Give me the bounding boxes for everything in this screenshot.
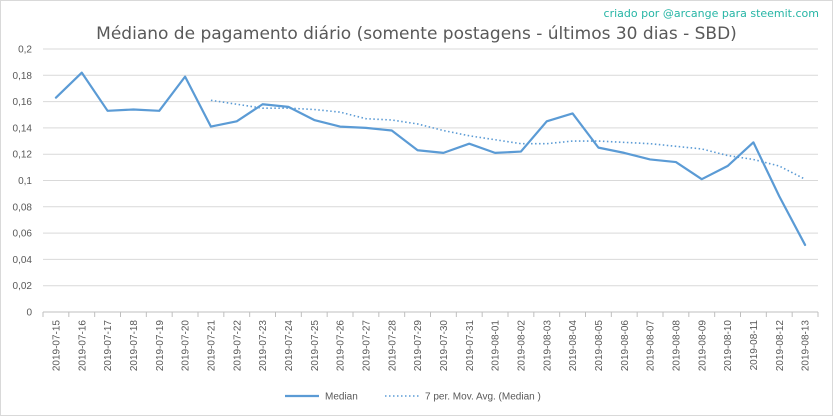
y-tick-label: 0,08 bbox=[13, 202, 33, 213]
legend-label: Median bbox=[325, 392, 358, 403]
x-axis-ticks: 2019-07-15 2019-07-16 2019-07-17 2019-07-18… bbox=[42, 312, 819, 372]
x-tick-label: 2019-07-27 bbox=[361, 320, 372, 372]
y-tick-label: 0,02 bbox=[13, 281, 33, 292]
legend-label: 7 per. Mov. Avg. (Median ) bbox=[425, 392, 541, 403]
y-tick-label: 0,1 bbox=[18, 176, 32, 187]
x-tick-label: 2019-07-30 bbox=[439, 320, 450, 372]
median-line bbox=[54, 71, 807, 247]
gridlines bbox=[43, 48, 818, 313]
x-tick-label: 2019-08-07 bbox=[646, 320, 657, 372]
credit-text: criado por @arcange para steemit.com bbox=[603, 7, 819, 20]
x-tick-label: 2019-08-13 bbox=[801, 320, 812, 372]
y-tick-label: 0,16 bbox=[13, 97, 33, 108]
x-tick-label: 2019-08-12 bbox=[775, 320, 786, 372]
x-tick-label: 2019-08-06 bbox=[620, 320, 631, 372]
x-tick-label: 2019-07-19 bbox=[155, 320, 166, 372]
x-tick-label: 2019-07-20 bbox=[181, 320, 192, 372]
x-tick-label: 2019-08-04 bbox=[568, 320, 579, 372]
x-tick-label: 2019-07-15 bbox=[51, 320, 62, 372]
x-tick-label: 2019-07-28 bbox=[387, 320, 398, 372]
x-tick-label: 2019-08-03 bbox=[542, 320, 553, 372]
moving-average-line bbox=[210, 99, 806, 180]
y-axis-ticks: 0 0,02 0,04 0,06 0,08 0,1 0,12 0,14 0,16 0,18 0,2 bbox=[13, 45, 33, 319]
x-tick-label: 2019-08-10 bbox=[723, 320, 734, 372]
x-tick-label: 2019-07-23 bbox=[258, 320, 269, 372]
x-tick-label: 2019-07-25 bbox=[310, 320, 321, 372]
x-tick-label: 2019-07-16 bbox=[77, 320, 88, 372]
series-lines bbox=[54, 71, 807, 247]
x-tick-label: 2019-07-17 bbox=[103, 320, 114, 372]
x-tick-label: 2019-08-08 bbox=[671, 320, 682, 372]
y-tick-label: 0,06 bbox=[13, 229, 33, 240]
x-tick-label: 2019-07-29 bbox=[413, 320, 424, 372]
x-tick-label: 2019-07-18 bbox=[129, 320, 140, 372]
y-tick-label: 0,18 bbox=[13, 71, 33, 82]
x-tick-label: 2019-07-21 bbox=[206, 320, 217, 372]
chart-title: Médiano de pagamento diário (somente pos… bbox=[96, 24, 737, 44]
x-tick-label: 2019-07-22 bbox=[232, 320, 243, 372]
x-tick-label: 2019-08-01 bbox=[491, 320, 502, 372]
legend: Median 7 per. Mov. Avg. (Median ) bbox=[285, 392, 541, 403]
x-tick-label: 2019-08-02 bbox=[516, 320, 527, 372]
y-tick-label: 0 bbox=[26, 308, 32, 319]
y-tick-label: 0,2 bbox=[18, 45, 32, 56]
x-tick-label: 2019-07-24 bbox=[284, 320, 295, 372]
y-tick-label: 0,12 bbox=[13, 150, 33, 161]
x-tick-label: 2019-08-09 bbox=[697, 320, 708, 372]
y-tick-label: 0,04 bbox=[13, 255, 33, 266]
x-tick-label: 2019-07-31 bbox=[465, 320, 476, 372]
x-tick-label: 2019-08-05 bbox=[594, 320, 605, 372]
x-tick-label: 2019-07-26 bbox=[336, 320, 347, 372]
x-tick-label: 2019-08-11 bbox=[749, 320, 760, 371]
y-tick-label: 0,14 bbox=[13, 123, 33, 134]
